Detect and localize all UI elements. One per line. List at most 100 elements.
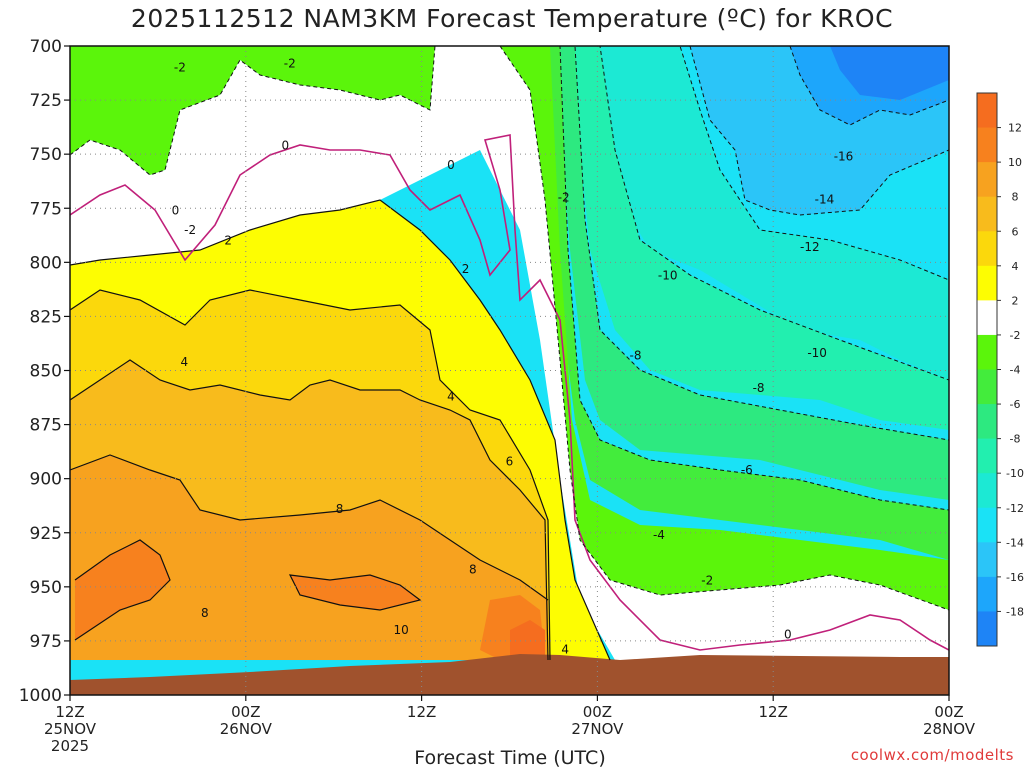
contour-label: -2 xyxy=(701,573,713,587)
x-tick-label: 00Z xyxy=(231,703,260,721)
fill-12-to-14 xyxy=(510,620,545,658)
colorbar-band xyxy=(977,334,997,370)
freezing-line-0C xyxy=(70,134,949,651)
fill-minus6-to-minus8 xyxy=(555,46,949,500)
y-tick-label: 925 xyxy=(30,524,62,544)
fill-minus8-to-minus10 xyxy=(570,46,949,430)
chart-title: 2025112512 NAM3KM Forecast Temperature (… xyxy=(130,4,894,33)
contour-8 xyxy=(70,454,549,601)
contour-label: 10 xyxy=(393,623,408,637)
contour-label: -8 xyxy=(630,348,642,362)
x-tick-label: 12Z xyxy=(407,703,436,721)
contour-label: -2 xyxy=(558,190,570,204)
colorbar-label: 2 xyxy=(1012,294,1019,307)
fill-minus2-to-minus4-upper-left xyxy=(70,46,435,175)
fill-minus10-to-minus12 xyxy=(590,46,949,380)
x-axis-label: Forecast Time (UTC) xyxy=(414,747,605,768)
y-tick-label: 900 xyxy=(30,470,62,490)
contour-label: 0 xyxy=(282,139,290,153)
colorbar-label: -6 xyxy=(1010,398,1021,411)
fill-8-to-10 xyxy=(70,455,548,660)
fill-minus2-to-minus4 xyxy=(500,46,949,610)
y-tick-label: 750 xyxy=(30,145,62,165)
contour-label: 2 xyxy=(462,262,470,276)
contour-label: -4 xyxy=(653,528,665,542)
colorbar-band xyxy=(977,300,997,336)
colorbar-band xyxy=(977,542,997,578)
contour-label: -2 xyxy=(174,61,186,75)
contour-10-left xyxy=(74,539,171,641)
colorbar-band xyxy=(977,231,997,267)
y-tick-label: 800 xyxy=(30,253,62,273)
colorbar-band xyxy=(977,93,997,129)
colorbar-label: 12 xyxy=(1008,122,1022,135)
contour-label: 8 xyxy=(469,563,477,577)
fill-10-to-12-center xyxy=(290,575,420,610)
colorbar-label: -10 xyxy=(1006,467,1024,480)
x-tick-label: 2025 xyxy=(51,737,89,755)
contour-6 xyxy=(70,359,549,661)
colorbar-label: 10 xyxy=(1008,156,1022,169)
contour-label: 0 xyxy=(447,158,455,172)
y-axis: 700 725 750 775 800 825 850 875 900 925 950 975 1000 xyxy=(19,37,70,706)
contour-4 xyxy=(70,289,551,661)
contour-minus14 xyxy=(789,46,949,126)
x-tick-label: 27NOV xyxy=(571,720,624,738)
colorbar-band xyxy=(977,576,997,612)
y-tick-label: 850 xyxy=(30,362,62,382)
colorbar-label: -18 xyxy=(1006,605,1024,618)
colorbar-band xyxy=(977,196,997,232)
contour-label: -8 xyxy=(753,381,765,395)
contour-minus4 xyxy=(545,46,949,511)
y-tick-label: 775 xyxy=(30,199,62,219)
y-tick-label: 725 xyxy=(30,91,62,111)
contour-label: -10 xyxy=(658,268,678,282)
contour-label: -10 xyxy=(807,346,827,360)
freezing-line-layer xyxy=(70,134,949,651)
contour-label: 0 xyxy=(172,203,180,217)
colorbar-label: -16 xyxy=(1006,571,1024,584)
y-tick-label: 975 xyxy=(30,632,62,652)
contour-label: -6 xyxy=(741,463,753,477)
contour-label: 8 xyxy=(336,502,344,516)
colorbar-band xyxy=(977,507,997,543)
x-tick-label: 26NOV xyxy=(220,720,273,738)
contour-minus2-lower xyxy=(499,46,949,611)
colorbar-band xyxy=(977,162,997,198)
contour-minus8 xyxy=(570,46,949,381)
colorbar-label: 4 xyxy=(1012,260,1019,273)
y-tick-label: 1000 xyxy=(19,686,62,706)
colorbar-label: -2 xyxy=(1010,329,1021,342)
colorbar-label: 6 xyxy=(1012,225,1019,238)
x-tick-label: 25NOV xyxy=(44,720,97,738)
x-tick-label: 28NOV xyxy=(923,720,976,738)
y-tick-label: 950 xyxy=(30,578,62,598)
y-tick-label: 700 xyxy=(30,37,62,57)
colorbar-label: 8 xyxy=(1012,191,1019,204)
colorbar-band xyxy=(977,438,997,474)
contour-2 xyxy=(70,199,611,661)
contour-label: 6 xyxy=(506,454,514,468)
x-tick-label: 12Z xyxy=(759,703,788,721)
x-tick-label: 00Z xyxy=(583,703,612,721)
y-tick-label: 875 xyxy=(30,416,62,436)
colorbar-label: -12 xyxy=(1006,502,1024,515)
contour-labels: -2 -2 -2 -2 -2 0 0 0 0 2 2 4 4 6 8 8 8 10 4 -4 -6 -8 -8 -10 -10 -… xyxy=(172,56,854,656)
contour-label: -12 xyxy=(800,240,820,254)
colorbar-band xyxy=(977,265,997,301)
colorbar-label: -14 xyxy=(1006,536,1024,549)
fill-10-to-12-left xyxy=(75,540,170,640)
contour-10-center xyxy=(288,574,422,611)
colorbar-label: -4 xyxy=(1010,364,1021,377)
colorbar-band xyxy=(977,611,997,647)
colorbar-label: -8 xyxy=(1010,433,1021,446)
contour-label: 8 xyxy=(201,606,209,620)
x-tick-label: 00Z xyxy=(934,703,963,721)
contour-label: 2 xyxy=(224,234,232,248)
dashed-contours xyxy=(70,46,949,611)
x-tick-label: 12Z xyxy=(55,703,84,721)
colorbar-band xyxy=(977,127,997,163)
colorbar-band xyxy=(977,404,997,440)
